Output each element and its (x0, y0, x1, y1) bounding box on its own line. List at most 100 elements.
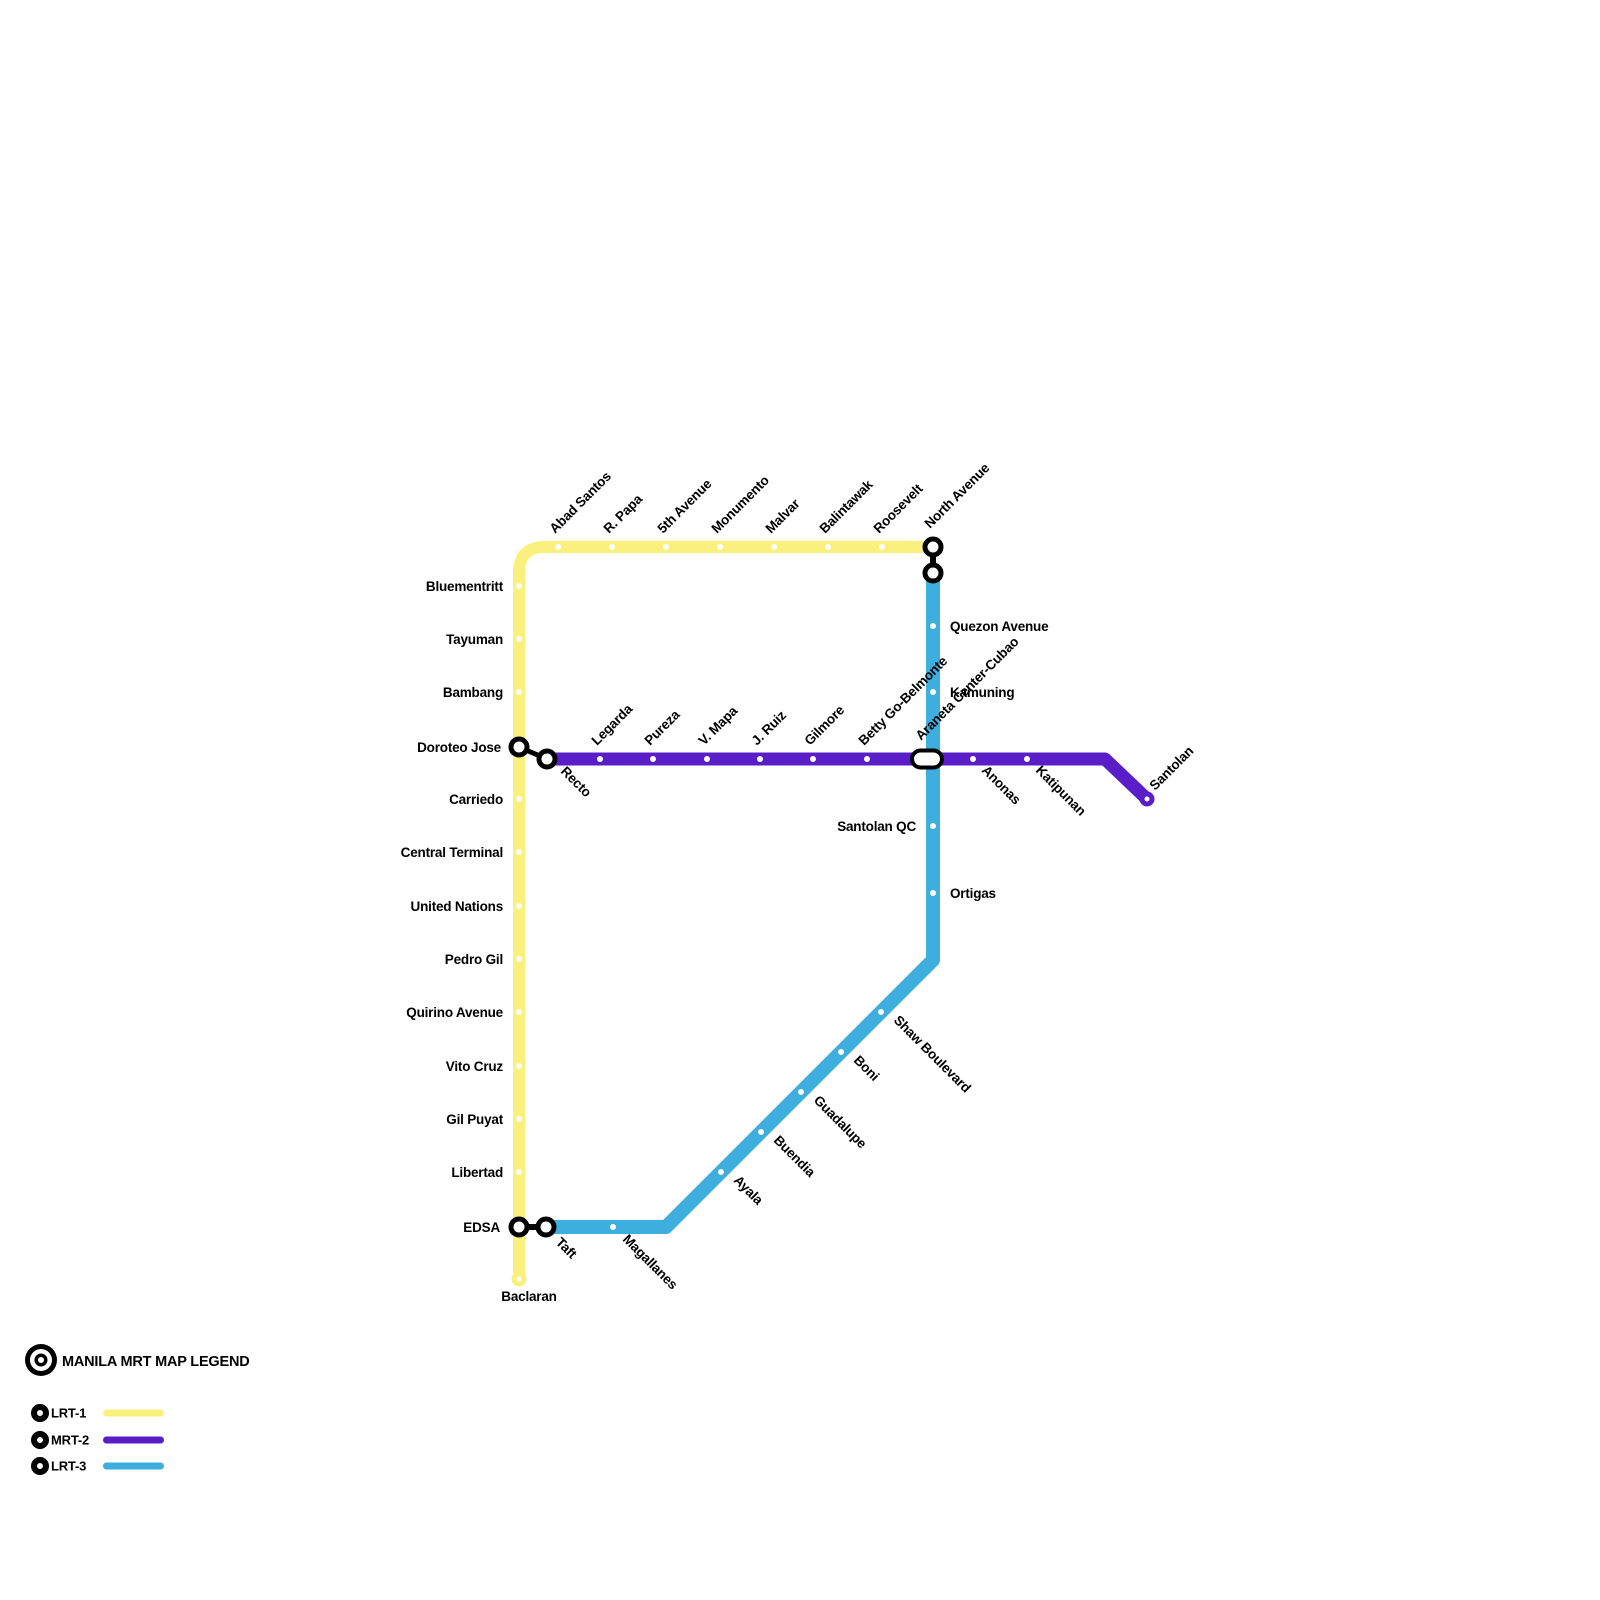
station-marker-lrt3-interchange (922, 562, 944, 584)
station-label-legarda: Legarda (589, 701, 636, 748)
station-marker-5th-avenue (660, 541, 672, 553)
station-label-ortigas: Ortigas (950, 886, 996, 901)
legend-label-lrt-3: LRT-3 (51, 1459, 86, 1474)
station-label-baclaran: Baclaran (501, 1289, 556, 1304)
station-label-boni: Boni (851, 1053, 882, 1084)
station-marker-abad-santos (552, 541, 564, 553)
station-label-bluementritt: Bluementritt (426, 579, 504, 594)
station-label-guadalupe: Guadalupe (811, 1093, 870, 1152)
station-marker-araneta-center-cubao (910, 748, 944, 770)
station-label-quezon-avenue: Quezon Avenue (950, 619, 1049, 634)
station-label-quirino-avenue: Quirino Avenue (406, 1005, 503, 1020)
station-label-taft: Taft (553, 1235, 580, 1262)
station-marker-boni (835, 1046, 847, 1058)
station-marker-gilmore (807, 753, 819, 765)
line-lrt-1 (513, 541, 932, 1285)
station-label-anonas: Anonas (979, 763, 1024, 808)
station-markers-layer (508, 536, 1155, 1287)
legend-label-mrt-2: MRT-2 (51, 1433, 89, 1448)
station-label-shaw-boulevard: Shaw Boulevard (891, 1013, 974, 1096)
station-marker-edsa (508, 1216, 530, 1238)
station-marker-santolan-qc (927, 820, 939, 832)
station-label-libertad: Libertad (451, 1165, 503, 1180)
station-marker-betty-go-belmonte (861, 753, 873, 765)
station-marker-united-nations (513, 900, 525, 912)
station-label-gilmore: Gilmore (802, 702, 848, 748)
station-marker-malvar (768, 541, 780, 553)
station-label-edsa: EDSA (463, 1220, 500, 1235)
station-marker-libertad (513, 1166, 525, 1178)
line-mrt-2 (549, 752, 1154, 806)
station-marker-santolan (1139, 791, 1155, 807)
station-marker-carriedo (513, 793, 525, 805)
station-label-j-ruiz: J. Ruiz (749, 707, 790, 748)
station-label-kamuning: Kamuning (950, 685, 1014, 700)
station-marker-kamuning (927, 686, 939, 698)
station-marker-north-avenue (922, 536, 944, 558)
station-label-united-nations: United Nations (411, 899, 503, 914)
station-marker-bluementritt (513, 580, 525, 592)
station-marker-taft (535, 1216, 557, 1238)
station-marker-ortigas (927, 887, 939, 899)
station-marker-j-ruiz (754, 753, 766, 765)
station-marker-gil-puyat (513, 1113, 525, 1125)
station-marker-doroteo-jose (508, 736, 530, 758)
station-label-pedro-gil: Pedro Gil (445, 952, 503, 967)
station-label-v-mapa: V. Mapa (696, 703, 741, 748)
station-label-katipunan: Katipunan (1033, 763, 1089, 819)
legend-label-lrt-1: LRT-1 (51, 1406, 86, 1421)
station-marker-v-mapa (701, 753, 713, 765)
station-label-doroteo-jose: Doroteo Jose (417, 740, 502, 755)
station-label-santolan-qc: Santolan QC (837, 819, 916, 834)
station-marker-magallanes (607, 1221, 619, 1233)
station-marker-shaw-boulevard (875, 1006, 887, 1018)
station-marker-balintawak (822, 541, 834, 553)
station-label-bambang: Bambang (443, 685, 503, 700)
station-label-balintawak: Balintawak (817, 477, 877, 537)
station-marker-bambang (513, 686, 525, 698)
legend-title: MANILA MRT MAP LEGEND (62, 1354, 250, 1370)
station-label-recto: Recto (558, 764, 594, 800)
legend-station-icon-mrt-2 (31, 1431, 49, 1449)
legend-line-swatch-mrt-2 (103, 1436, 164, 1444)
station-marker-pureza (647, 753, 659, 765)
line-lrt-3 (549, 574, 940, 1234)
station-label-central-terminal: Central Terminal (401, 845, 503, 860)
station-marker-guadalupe (795, 1086, 807, 1098)
station-marker-anonas (967, 753, 979, 765)
legend-bullseye-icon (38, 1357, 44, 1363)
legend-line-swatch-lrt-1 (103, 1409, 164, 1417)
legend-line-swatch-lrt-3 (103, 1462, 164, 1470)
station-marker-central-terminal (513, 846, 525, 858)
station-marker-tayuman (513, 633, 525, 645)
station-marker-legarda (594, 753, 606, 765)
station-label-buendia: Buendia (771, 1133, 819, 1181)
station-marker-recto (536, 748, 558, 770)
station-label-vito-cruz: Vito Cruz (446, 1059, 504, 1074)
station-label-roosevelt: Roosevelt (871, 481, 926, 536)
station-label-5th-avenue: 5th Avenue (655, 476, 715, 536)
station-marker-buendia (755, 1126, 767, 1138)
map-legend: MANILA MRT MAP LEGEND LRT-1 MRT-2 LRT-3 (25, 1344, 250, 1475)
station-marker-pedro-gil (513, 953, 525, 965)
station-label-north-avenue: North Avenue (922, 460, 993, 531)
legend-station-icon-lrt-1 (31, 1404, 49, 1422)
station-label-ayala: Ayala (731, 1173, 767, 1209)
station-label-gil-puyat: Gil Puyat (446, 1112, 503, 1127)
station-label-pureza: Pureza (642, 707, 684, 749)
station-label-malvar: Malvar (763, 495, 804, 536)
station-marker-quirino-avenue (513, 1006, 525, 1018)
station-marker-katipunan (1021, 753, 1033, 765)
station-marker-r-papa (606, 541, 618, 553)
station-marker-quezon-avenue (927, 620, 939, 632)
station-marker-baclaran (511, 1271, 527, 1287)
station-label-r-papa: R. Papa (601, 491, 646, 536)
station-label-tayuman: Tayuman (446, 632, 503, 647)
station-marker-vito-cruz (513, 1060, 525, 1072)
station-label-santolan: Santolan (1147, 743, 1197, 793)
station-label-magallanes: Magallanes (620, 1232, 681, 1293)
transit-lines-layer (513, 541, 1154, 1285)
legend-station-icon-lrt-3 (31, 1457, 49, 1475)
